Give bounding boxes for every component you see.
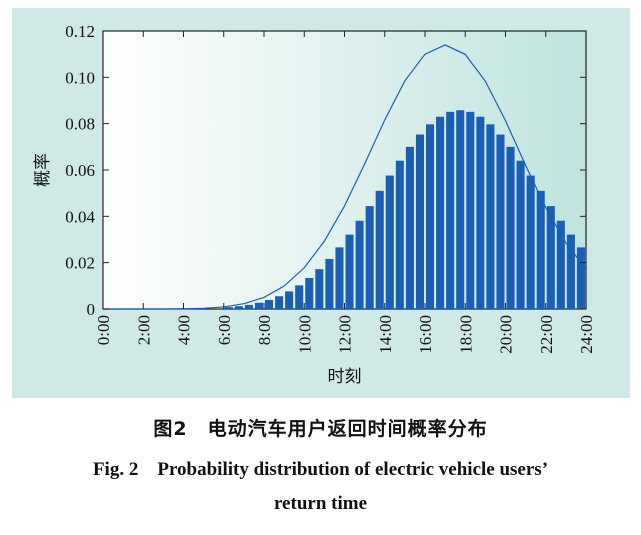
y-tick-label: 0.02 [65, 254, 95, 273]
bar [315, 269, 324, 309]
figure-caption-english-line1: Fig. 2 Probability distribution of elect… [92, 459, 549, 480]
x-axis: 0:00 2:00 4:00 6:00 8:00 10:00 12:00 14:00 16:00… [94, 31, 596, 354]
bar [295, 285, 304, 309]
bar [415, 134, 424, 309]
bar [506, 146, 515, 309]
bar [375, 190, 384, 309]
x-tick-label: 0:00 [94, 315, 113, 345]
y-tick-label: 0 [87, 300, 96, 319]
x-tick-label: 12:00 [336, 315, 355, 354]
bar [244, 304, 253, 309]
figure-caption-english-line2: return time [273, 493, 368, 514]
x-tick-label: 24:00 [577, 315, 596, 354]
bar [436, 116, 445, 309]
y-tick-label: 0.12 [65, 22, 95, 41]
x-axis-label: 时刻 [328, 367, 362, 387]
bars-group [224, 110, 585, 309]
x-tick-label: 10:00 [295, 315, 314, 354]
x-tick-label: 14:00 [376, 315, 395, 354]
bar [395, 160, 404, 309]
bar [516, 160, 525, 309]
y-tick-label: 0.08 [65, 115, 95, 134]
plot-area [102, 30, 587, 310]
x-tick-label: 18:00 [456, 315, 475, 354]
bar [426, 124, 435, 309]
x-tick-label: 16:00 [416, 315, 435, 354]
bar [325, 258, 334, 309]
x-tick-label: 2:00 [134, 315, 153, 345]
bar [305, 277, 314, 309]
bar [405, 146, 414, 309]
y-tick-label: 0.06 [65, 161, 95, 180]
bar [365, 206, 374, 309]
x-tick-label: 6:00 [215, 315, 234, 345]
bar [526, 175, 535, 309]
probability-chart: 0 0.02 0.04 0.06 0.08 0.10 0.12 0:00 2:00 4:00 6:… [33, 22, 596, 387]
bar [576, 247, 585, 309]
bar [265, 299, 274, 309]
bar [536, 190, 545, 309]
bar [385, 175, 394, 309]
bar [566, 234, 575, 309]
bar [275, 296, 284, 309]
x-tick-label: 22:00 [537, 315, 556, 354]
bar [546, 206, 555, 309]
bar [556, 220, 565, 309]
y-tick-label: 0.04 [65, 207, 95, 226]
bar [496, 134, 505, 309]
bar [446, 111, 455, 309]
x-tick-label: 4:00 [175, 315, 194, 345]
bar [456, 110, 465, 309]
y-axis-label: 概率 [33, 153, 53, 187]
bar [355, 220, 364, 309]
bar [486, 124, 495, 309]
y-tick-label: 0.10 [65, 68, 95, 87]
bar [335, 247, 344, 309]
y-axis: 0 0.02 0.04 0.06 0.08 0.10 0.12 [65, 22, 586, 319]
x-tick-label: 8:00 [255, 315, 274, 345]
bar [254, 302, 263, 309]
bar [345, 234, 354, 309]
bar [285, 291, 294, 309]
x-tick-label: 20:00 [497, 315, 516, 354]
bar [224, 307, 233, 309]
figure-caption-chinese: 图2 电动汽车用户返回时间概率分布 [153, 418, 488, 440]
bar [466, 111, 475, 309]
bar [234, 306, 243, 309]
bar [476, 116, 485, 309]
